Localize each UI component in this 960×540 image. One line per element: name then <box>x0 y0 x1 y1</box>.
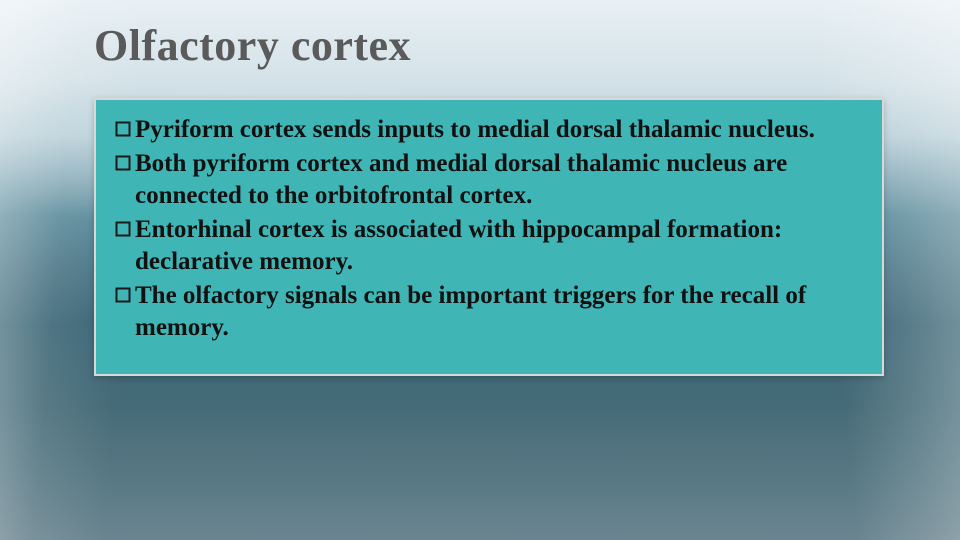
slide: Olfactory cortex Pyriform cortex sends i… <box>0 0 960 540</box>
slide-title: Olfactory cortex <box>94 20 411 71</box>
bullet-item: Entorhinal cortex is associated with hip… <box>114 214 864 278</box>
content-box: Pyriform cortex sends inputs to medial d… <box>94 98 884 376</box>
square-bullet-icon <box>114 154 132 172</box>
bullet-item: The olfactory signals can be important t… <box>114 280 864 344</box>
bullet-text: Pyriform cortex sends inputs to medial d… <box>135 114 864 146</box>
bullet-text: Entorhinal cortex is associated with hip… <box>135 214 864 278</box>
bullet-text: Both pyriform cortex and medial dorsal t… <box>135 148 864 212</box>
bullet-item: Pyriform cortex sends inputs to medial d… <box>114 114 864 146</box>
square-bullet-icon <box>114 286 132 304</box>
square-bullet-icon <box>114 120 132 138</box>
square-bullet-icon <box>114 220 132 238</box>
bullet-text: The olfactory signals can be important t… <box>135 280 864 344</box>
bullet-item: Both pyriform cortex and medial dorsal t… <box>114 148 864 212</box>
